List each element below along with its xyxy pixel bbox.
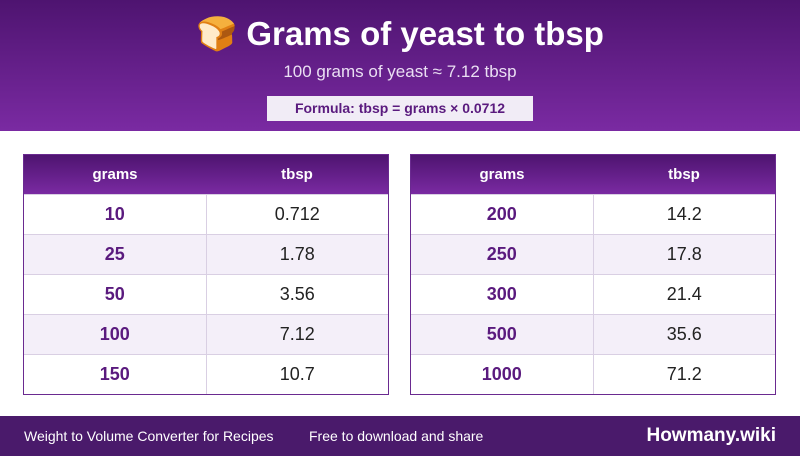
table-cell: 200 [411, 195, 594, 234]
table-row: 1000 71.2 [411, 354, 775, 394]
table-row: 250 17.8 [411, 234, 775, 274]
column-header: tbsp [668, 166, 700, 183]
table-row: 200 14.2 [411, 194, 775, 234]
table-row: 150 10.7 [24, 354, 388, 394]
footer: Weight to Volume Converter for Recipes F… [0, 416, 800, 456]
header-row: grams tbsp [411, 155, 775, 194]
table-cell: 150 [24, 355, 207, 394]
table-cell: 1000 [411, 355, 594, 394]
formula: Formula: tbsp = grams × 0.0712 [267, 96, 533, 121]
table-row: 10 0.712 [24, 194, 388, 234]
footer-text: Weight to Volume Converter for Recipes [24, 428, 274, 444]
table-cell: 1.78 [279, 244, 315, 264]
brand[interactable]: Howmany.wiki [646, 425, 776, 446]
table-cell: 3.56 [279, 284, 315, 304]
table-cell: 14.2 [666, 204, 702, 224]
table-cell: 500 [411, 315, 594, 354]
footer-text: Free to download and share [309, 428, 484, 444]
table-cell: 0.712 [274, 204, 320, 224]
table-cell: 100 [24, 315, 207, 354]
subtitle: 100 grams of yeast ≈ 7.12 tbsp [283, 62, 517, 81]
header-row: grams tbsp [24, 155, 388, 194]
title: 🍞 Grams of yeast to tbsp [196, 15, 604, 52]
table: grams tbsp 10 0.712 25 1.78 50 3.56 100 7.12 150 10… [23, 154, 389, 395]
table: grams tbsp 200 14.2 250 17.8 300 21.4 500 35.6 100… [410, 154, 776, 395]
table-row: 50 3.56 [24, 274, 388, 314]
header: 🍞 Grams of yeast to tbsp 100 grams of ye… [0, 0, 800, 131]
table-cell: 35.6 [666, 324, 702, 344]
table-row: 25 1.78 [24, 234, 388, 274]
table-row: 500 35.6 [411, 314, 775, 354]
table-cell: 71.2 [666, 364, 702, 384]
table-cell: 250 [411, 235, 594, 274]
column-header: grams [479, 166, 525, 183]
column-header: tbsp [281, 166, 313, 183]
table-cell: 10 [24, 195, 207, 234]
table-cell: 25 [24, 235, 207, 274]
table-row: 100 7.12 [24, 314, 388, 354]
table-cell: 300 [411, 275, 594, 314]
table-row: 300 21.4 [411, 274, 775, 314]
table-cell: 21.4 [666, 284, 702, 304]
table-cell: 7.12 [279, 324, 315, 344]
table-cell: 10.7 [279, 364, 315, 384]
table-cell: 17.8 [666, 244, 702, 264]
table-cell: 50 [24, 275, 207, 314]
column-header: grams [92, 166, 138, 183]
